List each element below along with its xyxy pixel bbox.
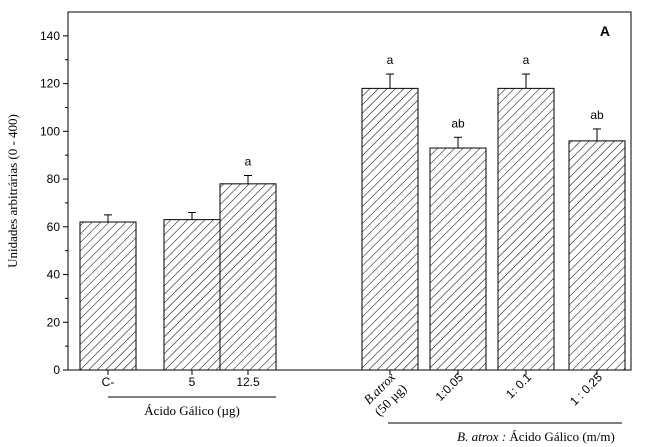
axes xyxy=(67,11,632,371)
group-label-acido-galico: Ácido Gálico (µg) xyxy=(144,403,240,418)
x-tick-label: 12.5 xyxy=(236,375,260,389)
y-tick-label: 80 xyxy=(47,172,61,186)
x-tick-label: 1 : 0.25 xyxy=(567,370,605,408)
x-tick-label-line: 1 : 0.25 xyxy=(567,370,605,408)
plot-frame xyxy=(67,11,632,371)
bar xyxy=(79,221,137,371)
x-tick-label: 5 xyxy=(189,375,196,389)
panel-label: A xyxy=(600,23,610,39)
significance-label: a xyxy=(523,53,530,67)
y-tick-label: 20 xyxy=(47,315,61,329)
x-tick-label: 1: 0.1 xyxy=(503,370,534,401)
significance-label: a xyxy=(387,53,394,67)
bar xyxy=(219,183,277,371)
significance-label: ab xyxy=(590,108,604,122)
bar xyxy=(361,87,419,371)
bar xyxy=(497,87,555,371)
bar xyxy=(429,147,487,371)
y-tick-label: 0 xyxy=(53,363,60,377)
y-axis-label: Unidades arbitrárias (0 - 400) xyxy=(5,114,20,268)
y-tick-label: 100 xyxy=(40,124,60,138)
significance-label: a xyxy=(245,154,252,168)
group-label-b-atrox-italic: B. atrox : xyxy=(457,429,506,444)
y-tick-label: 140 xyxy=(40,29,60,43)
y-tick-label: 120 xyxy=(40,77,60,91)
significance-label: ab xyxy=(451,116,465,130)
x-tick-label: 1:0.05 xyxy=(433,370,467,404)
group-label-b-atrox: B. atrox : Ácido Gálico (m/m) xyxy=(457,429,615,444)
bars: a a ab a ab xyxy=(79,53,626,375)
group-labels: Ácido Gálico (µg) B. atrox : Ácido Gálic… xyxy=(108,396,622,444)
y-axis: 0 20 40 60 80 100 120 140 xyxy=(40,29,68,377)
y-tick-label: 60 xyxy=(47,220,61,234)
group-label-b-atrox-plain: Ácido Gálico (m/m) xyxy=(506,429,615,444)
x-tick-label-line: 1: 0.1 xyxy=(503,370,534,401)
bar xyxy=(163,219,221,371)
x-tick-label: B.atrox(50 µg) xyxy=(360,369,410,419)
y-tick-label: 40 xyxy=(47,268,61,282)
x-tick-label: C- xyxy=(102,375,115,389)
bar xyxy=(568,140,626,371)
x-tick-label-line: 1:0.05 xyxy=(433,370,467,404)
